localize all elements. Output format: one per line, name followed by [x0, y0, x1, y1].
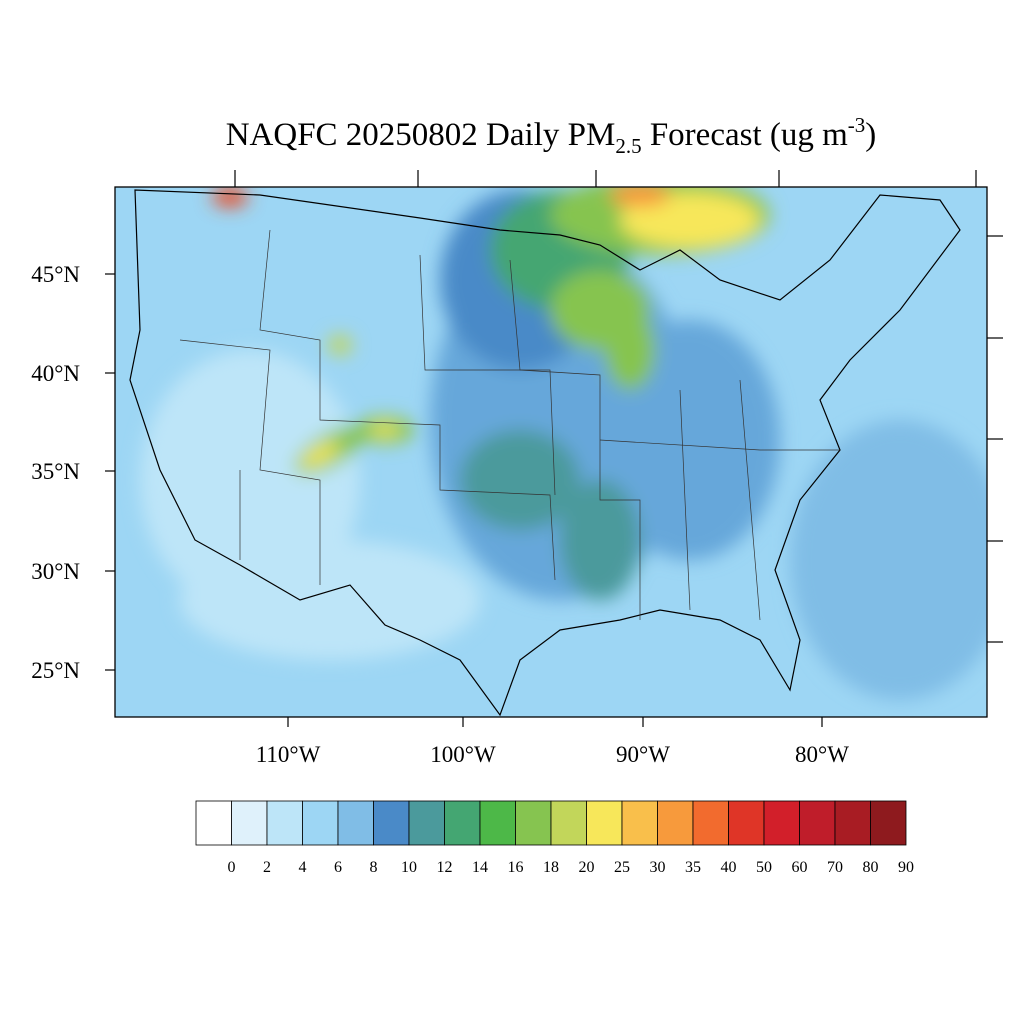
colorbar-box — [834, 800, 871, 846]
colorbar-box — [408, 800, 445, 846]
title-sup: -3 — [848, 113, 866, 137]
colorbar-box — [302, 800, 339, 846]
colorbar-label: 50 — [756, 859, 772, 876]
colorbar-box — [195, 800, 232, 846]
colorbar-box — [870, 800, 907, 846]
colorbar-box — [763, 800, 800, 846]
colorbar-box — [550, 800, 587, 846]
colorbar-label: 40 — [721, 859, 737, 876]
colorbar-label: 20 — [579, 859, 595, 876]
colorbar-label: 6 — [334, 859, 342, 876]
lon-label: 90°W — [616, 742, 670, 767]
lat-label: 25°N — [31, 658, 80, 683]
colorbar-label: 60 — [792, 859, 808, 876]
colorbar-label: 90 — [898, 859, 914, 876]
colorbar-box — [692, 800, 729, 846]
colorbar-label: 16 — [508, 859, 524, 876]
colorbar-box — [621, 800, 658, 846]
colorbar-label: 35 — [685, 859, 701, 876]
colorbar-box — [479, 800, 516, 846]
ticks — [105, 170, 1003, 727]
pm-field — [140, 187, 987, 700]
map — [115, 187, 987, 717]
coastline — [129, 189, 961, 717]
colorbar-label: 14 — [472, 859, 488, 876]
title-text: Forecast (ug m — [642, 117, 849, 153]
lat-label: 35°N — [31, 459, 80, 484]
colorbar-box — [373, 800, 410, 846]
lat-label: 40°N — [31, 361, 80, 386]
colorbar-box — [515, 800, 552, 846]
state-borders — [179, 229, 840, 621]
colorbar-label: 0 — [228, 859, 236, 876]
lon-label: 100°W — [430, 742, 496, 767]
lon-label: 80°W — [795, 742, 849, 767]
colorbar-box — [337, 800, 374, 846]
title-text: ) — [865, 117, 876, 153]
title: NAQFC 20250802 Daily PM2.5 Forecast (ug … — [226, 113, 877, 158]
lat-label: 30°N — [31, 559, 80, 584]
colorbar-box — [799, 800, 836, 846]
colorbar-label: 80 — [863, 859, 879, 876]
colorbar-label: 70 — [827, 859, 843, 876]
colorbar-box — [728, 800, 765, 846]
colorbar-label: 30 — [650, 859, 666, 876]
colorbar-box — [586, 800, 623, 846]
colorbar-label: 18 — [543, 859, 559, 876]
lat-label: 45°N — [31, 262, 80, 287]
colorbar-label: 8 — [370, 859, 378, 876]
colorbar-box — [657, 800, 694, 846]
colorbar-label: 4 — [299, 859, 307, 876]
map-frame — [114, 186, 988, 718]
colorbar-box — [231, 800, 268, 846]
colorbar-box — [444, 800, 481, 846]
colorbar-label: 25 — [614, 859, 630, 876]
lon-label: 110°W — [256, 742, 321, 767]
title-text: NAQFC 20250802 Daily PM — [226, 117, 616, 153]
colorbar-label: 2 — [263, 859, 271, 876]
colorbar-label: 10 — [401, 859, 417, 876]
colorbar-box — [266, 800, 303, 846]
colorbar-label: 12 — [437, 859, 453, 876]
title-sub: 2.5 — [615, 134, 641, 158]
